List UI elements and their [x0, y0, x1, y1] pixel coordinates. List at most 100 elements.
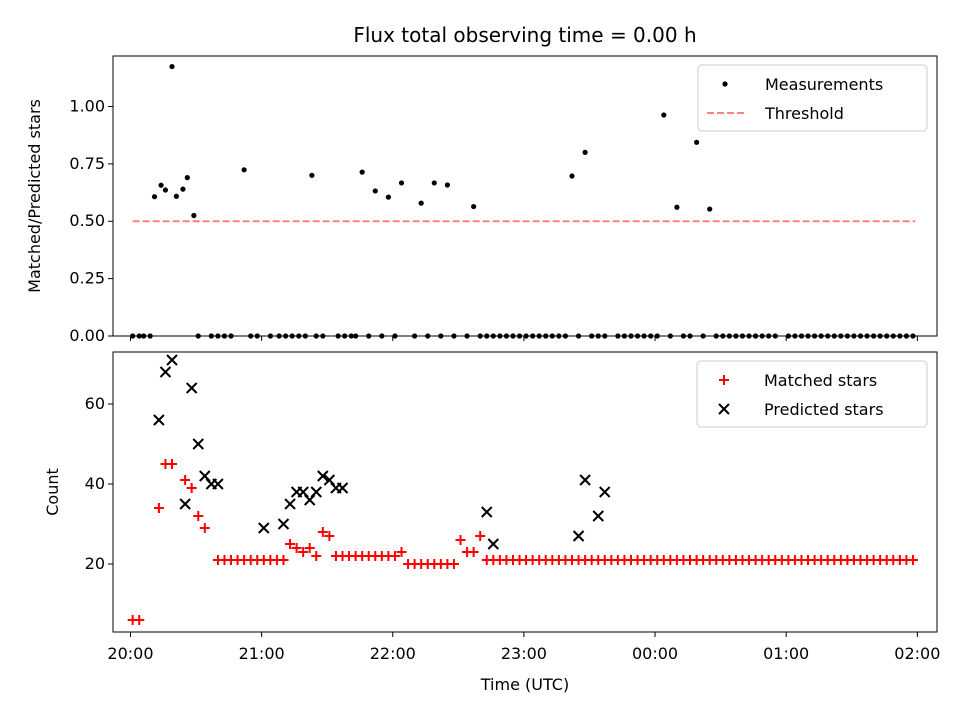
measurement-point: [582, 149, 588, 155]
predicted-star-point: [179, 498, 191, 510]
y-tick-label: 40: [85, 474, 105, 493]
measurement-point: [451, 333, 457, 339]
measurement-point: [353, 333, 359, 339]
legend-marker-x: [718, 403, 730, 415]
measurement-point: [523, 333, 529, 339]
measurement-point: [180, 186, 186, 192]
y-axis-label-count: Count: [43, 468, 62, 516]
matched-star-point: [389, 551, 400, 561]
measurement-point: [667, 333, 673, 339]
measurement-point: [857, 333, 864, 339]
measurement-point: [680, 333, 687, 339]
measurement-point: [147, 333, 153, 339]
measurement-point: [366, 333, 372, 339]
measurement-point: [720, 333, 726, 339]
measurement-point: [812, 333, 818, 339]
matched-star-point: [186, 483, 197, 493]
matched-star-point: [180, 475, 191, 485]
predicted-star-point: [159, 366, 172, 378]
chart-title: Flux total observing time = 0.00 h: [353, 23, 696, 47]
measurement-point: [283, 333, 289, 339]
measurement-point: [296, 333, 302, 339]
y-tick-label: 0.00: [69, 326, 105, 345]
star-count-panel: 20 40 60 20:00 21:00 22:00 23:00 00:00 01:00 02:0…: [85, 351, 940, 663]
x-tick-label: 02:00: [894, 644, 940, 663]
measurement-point: [497, 333, 503, 339]
predicted-star-point: [572, 530, 585, 542]
legend: Measurements Threshold: [697, 64, 928, 132]
measurement-point: [418, 200, 424, 206]
measurement-point: [831, 333, 837, 339]
measurement-point: [903, 333, 910, 339]
measurement-point: [707, 206, 713, 212]
measurement-point: [195, 333, 201, 339]
measurement-point: [687, 333, 693, 339]
y-tick-label: 1.00: [69, 96, 105, 115]
predicted-star-point: [336, 482, 349, 494]
measurement-point: [313, 333, 319, 339]
measurement-point: [628, 333, 634, 339]
matched-star-point: [396, 547, 407, 557]
measurement-point: [140, 333, 147, 339]
measurement-point: [884, 333, 890, 339]
predicted-star-point: [277, 518, 290, 530]
predicted-star-point: [599, 486, 611, 498]
measurement-point: [130, 333, 136, 339]
predicted-star-point: [297, 486, 309, 498]
matched-star-point: [468, 547, 479, 557]
measurement-point: [169, 63, 175, 70]
measurement-point: [785, 333, 791, 339]
legend-box: [697, 64, 928, 132]
measurement-point: [871, 333, 877, 339]
matched-star-point: [455, 535, 466, 545]
measurement-point: [798, 333, 805, 339]
measurement-point: [379, 333, 385, 339]
measurement-point: [385, 194, 391, 200]
measurement-point: [549, 333, 555, 339]
x-tick-label: 20:00: [107, 644, 153, 663]
measurement-point: [792, 333, 798, 339]
measurement-point: [267, 333, 273, 339]
measurement-point: [661, 112, 667, 118]
measurement-point: [342, 333, 348, 339]
matched-star-point: [291, 543, 302, 553]
measurement-point: [392, 333, 398, 339]
measurement-point: [864, 333, 870, 339]
measurement-point: [302, 333, 308, 339]
measurement-point: [825, 333, 831, 339]
measurement-point: [425, 333, 431, 339]
measurement-point: [215, 333, 221, 339]
y-tick-label: 0.25: [69, 269, 105, 288]
predicted-star-point: [284, 498, 296, 510]
matched-star-point: [134, 615, 145, 625]
measurement-point: [648, 333, 654, 339]
x-tick-label: 22:00: [370, 644, 416, 663]
measurement-point: [398, 180, 405, 186]
predicted-star-point: [481, 506, 493, 518]
measurement-point: [910, 333, 916, 339]
measurement-point: [634, 333, 641, 339]
matched-star-point: [285, 539, 296, 549]
measurement-point: [746, 333, 752, 339]
measurement-point: [184, 175, 190, 181]
measurement-point: [890, 333, 896, 339]
legend-label: Threshold: [764, 104, 844, 123]
measurement-point: [335, 333, 341, 339]
predicted-star-point: [212, 478, 224, 490]
legend-label: Predicted stars: [764, 400, 884, 419]
matched-star-point: [304, 543, 315, 553]
predicted-star-point: [579, 474, 591, 486]
predicted-star-point: [185, 382, 198, 394]
matched-star-point: [167, 459, 178, 469]
measurement-point: [510, 333, 516, 339]
measurement-point: [805, 333, 811, 339]
measurement-point: [700, 333, 706, 339]
predicted-star-point: [153, 414, 165, 426]
matched-star-point: [298, 547, 309, 557]
x-tick-label: 23:00: [501, 644, 547, 663]
measurement-point: [503, 333, 510, 339]
legend-label: Measurements: [765, 75, 883, 94]
measurement-point: [248, 333, 254, 339]
measurement-point: [713, 333, 719, 339]
